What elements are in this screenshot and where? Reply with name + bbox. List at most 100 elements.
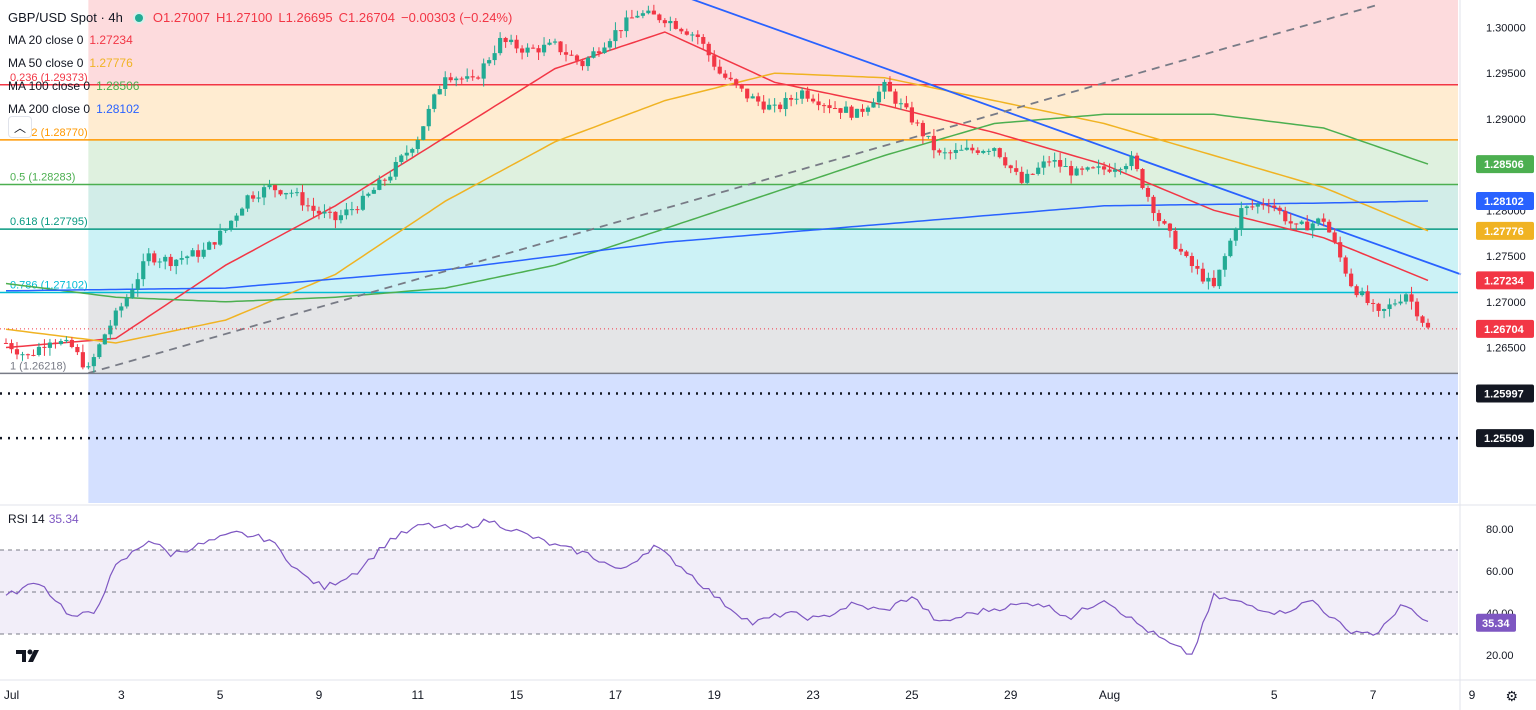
rsi-tick: 20.00 xyxy=(1486,650,1514,662)
candle-down xyxy=(838,108,843,113)
candle-up xyxy=(1387,304,1392,310)
candle-down xyxy=(196,250,201,257)
price-label-box xyxy=(1476,192,1534,211)
candle-down xyxy=(1145,187,1151,197)
candle-down xyxy=(1376,303,1381,311)
candle-down xyxy=(931,135,936,151)
ma200-legend[interactable]: MA 200 close 0 1.28102 xyxy=(8,98,512,121)
candle-up xyxy=(256,197,261,199)
ohlc-high: H1.27100 xyxy=(216,10,273,25)
candle-up xyxy=(174,259,179,267)
ma100-legend[interactable]: MA 100 close 0 1.28506 xyxy=(8,75,512,98)
chart-legend: GBP/USD Spot · 4h O1.27007 H1.27100 L1.2… xyxy=(8,6,512,121)
candle-down xyxy=(778,104,783,110)
candle-down xyxy=(355,209,360,211)
candle-up xyxy=(492,53,497,61)
symbol-title[interactable]: GBP/USD Spot · 4h xyxy=(8,10,123,25)
candle-down xyxy=(333,211,338,221)
price-label-box xyxy=(1476,221,1534,240)
candle-up xyxy=(1299,221,1304,224)
candle-up xyxy=(124,297,129,307)
candle-down xyxy=(887,81,893,92)
candle-down xyxy=(948,152,953,154)
candle-down xyxy=(629,17,634,19)
time-tick: 7 xyxy=(1370,688,1377,702)
fib-label-0: 0.236 (1.29373) xyxy=(10,72,88,84)
fib-zone-2 xyxy=(88,139,1458,185)
candle-up xyxy=(498,37,503,54)
candle-down xyxy=(1261,204,1266,206)
fib-label-5: 1 (1.26218) xyxy=(10,360,66,372)
candle-down xyxy=(1134,155,1140,170)
candle-up xyxy=(1239,208,1244,230)
candle-down xyxy=(53,342,58,345)
ma200-line xyxy=(6,200,1429,292)
candle-down xyxy=(975,150,980,153)
time-tick: 29 xyxy=(1004,688,1018,702)
symbol-row: GBP/USD Spot · 4h O1.27007 H1.27100 L1.2… xyxy=(8,6,512,29)
candle-up xyxy=(1228,240,1233,257)
candle-down xyxy=(1371,302,1376,304)
tradingview-logo-icon[interactable] xyxy=(14,646,42,666)
candle-down xyxy=(1101,166,1107,170)
price-label: 1.25509 xyxy=(1484,433,1524,445)
candle-up xyxy=(487,60,492,64)
candle-down xyxy=(805,90,810,99)
candle-up xyxy=(130,289,135,298)
ma20-legend[interactable]: MA 20 close 0 1.27234 xyxy=(8,29,512,52)
candle-down xyxy=(893,91,898,104)
candle-up xyxy=(1392,303,1398,305)
candle-down xyxy=(25,354,31,356)
candle-up xyxy=(1206,277,1211,282)
gear-icon[interactable]: ⚙ xyxy=(1505,688,1518,704)
candle-down xyxy=(1365,291,1370,303)
ma50-legend[interactable]: MA 50 close 0 1.27776 xyxy=(8,52,512,75)
candle-up xyxy=(47,342,53,348)
candle-up xyxy=(360,195,365,210)
candle-down xyxy=(69,339,74,348)
candle-down xyxy=(448,77,453,81)
time-tick: Jul xyxy=(4,688,19,702)
candle-up xyxy=(981,150,986,153)
candle-down xyxy=(1167,223,1173,231)
fib-zone-5 xyxy=(88,292,1458,374)
candle-up xyxy=(223,228,228,231)
price-tick: 1.29500 xyxy=(1486,68,1526,80)
candle-up xyxy=(97,344,102,358)
time-tick: 11 xyxy=(412,688,425,702)
candle-down xyxy=(1047,161,1052,163)
candle-down xyxy=(1014,168,1019,172)
candle-down xyxy=(31,354,36,356)
candle-up xyxy=(1052,160,1057,162)
ma50-value: 1.27776 xyxy=(89,56,133,70)
candle-down xyxy=(1080,168,1085,170)
candle-down xyxy=(662,20,667,24)
candle-up xyxy=(750,96,755,99)
candle-down xyxy=(657,14,662,21)
candle-down xyxy=(278,190,283,195)
candle-down xyxy=(734,79,739,85)
candle-up xyxy=(179,258,184,260)
candle-up xyxy=(767,104,772,110)
candle-up xyxy=(377,179,382,190)
candle-down xyxy=(1058,160,1063,167)
price-label-box xyxy=(1476,429,1534,448)
candle-up xyxy=(443,77,448,90)
candle-up xyxy=(294,192,300,194)
time-tick: 5 xyxy=(217,688,224,702)
candle-down xyxy=(1189,256,1195,267)
candle-down xyxy=(1162,221,1167,224)
candle-down xyxy=(739,84,744,89)
candle-up xyxy=(1360,291,1365,296)
candle-up xyxy=(234,215,239,221)
candle-down xyxy=(1277,207,1282,211)
candle-down xyxy=(679,28,684,32)
candle-down xyxy=(712,55,717,67)
candle-down xyxy=(1288,221,1293,224)
candle-up xyxy=(607,41,613,48)
price-label-box xyxy=(1476,384,1534,403)
candle-up xyxy=(58,341,63,345)
collapse-legend-button[interactable]: ︿ xyxy=(8,116,32,138)
rsi-legend[interactable]: RSI 14 35.34 xyxy=(8,512,79,526)
